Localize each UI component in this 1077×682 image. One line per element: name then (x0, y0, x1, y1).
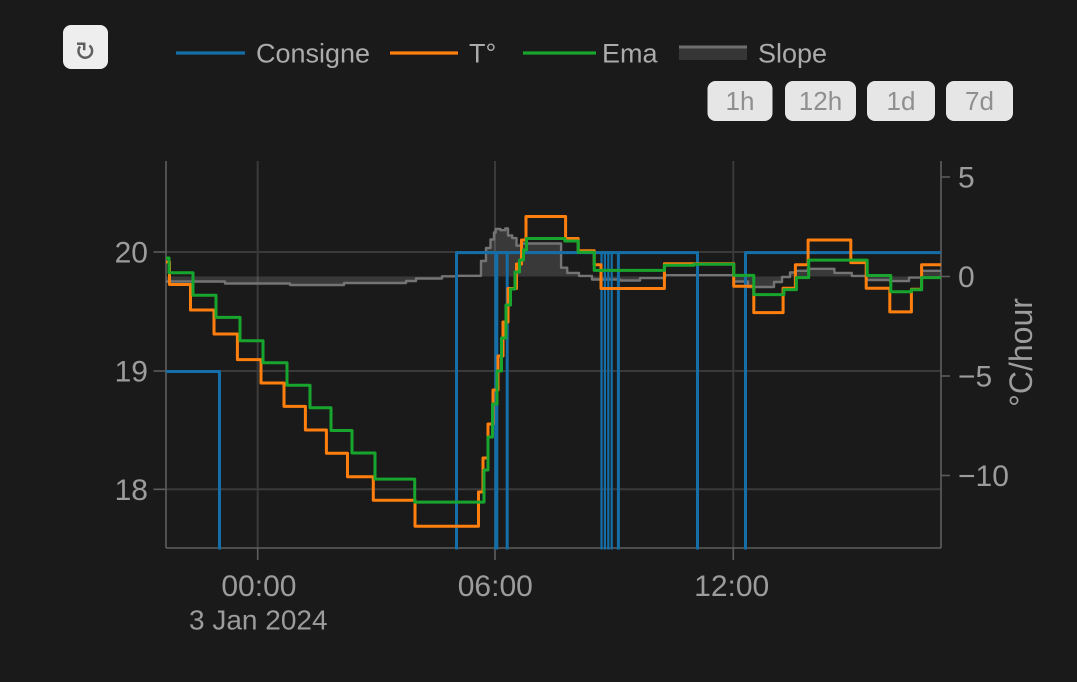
svg-text:3 Jan 2024: 3 Jan 2024 (189, 605, 328, 636)
svg-text:1h: 1h (726, 86, 755, 116)
svg-text:Ema: Ema (602, 39, 659, 69)
svg-text:00:00: 00:00 (221, 570, 296, 603)
svg-text:7d: 7d (965, 86, 994, 116)
svg-text:5: 5 (958, 162, 975, 195)
svg-text:1d: 1d (887, 86, 916, 116)
svg-text:Slope: Slope (758, 39, 827, 69)
svg-text:−10: −10 (958, 460, 1009, 493)
svg-text:18: 18 (115, 474, 148, 507)
svg-text:20: 20 (115, 237, 148, 270)
svg-text:19: 19 (115, 356, 148, 389)
svg-text:0: 0 (958, 261, 975, 294)
svg-text:06:00: 06:00 (458, 570, 533, 603)
svg-text:12:00: 12:00 (694, 570, 769, 603)
svg-text:T°: T° (469, 39, 496, 69)
svg-text:−5: −5 (958, 361, 992, 394)
svg-text:Consigne: Consigne (256, 39, 370, 69)
svg-text:°C/hour: °C/hour (1003, 298, 1039, 407)
svg-text:12h: 12h (799, 86, 842, 116)
